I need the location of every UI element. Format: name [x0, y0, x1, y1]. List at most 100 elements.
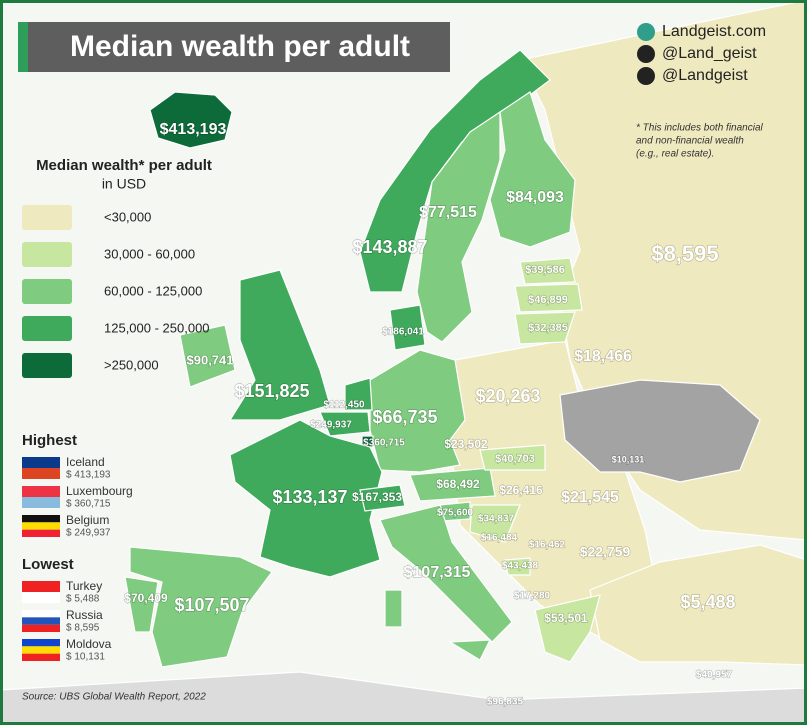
- flag: [22, 486, 60, 497]
- country-value: $66,735: [372, 407, 437, 427]
- country-value: $53,501: [544, 611, 588, 625]
- country-value: $17,280: [514, 591, 551, 602]
- note-line: * This includes both financial: [636, 123, 764, 134]
- country-value: $22,759: [580, 544, 631, 560]
- flag: [22, 624, 60, 632]
- legend-swatch: [22, 316, 72, 341]
- country-value: $167,353: [352, 490, 402, 504]
- country-value: $16,462: [529, 540, 566, 551]
- legend-swatch: [22, 205, 72, 230]
- country-value: $107,507: [174, 595, 249, 615]
- country-value: $112,450: [323, 400, 365, 411]
- country-value: $360,715: [363, 438, 405, 449]
- legend-swatch: [22, 279, 72, 304]
- country-value: $90,741: [187, 352, 234, 367]
- legend-label: 125,000 - 250,000: [104, 320, 210, 335]
- country-value: $16,484: [481, 533, 518, 544]
- country-value: $32,385: [528, 322, 568, 334]
- flag: [22, 639, 60, 647]
- rank-value: $ 360,715: [66, 499, 111, 510]
- rank-country: Moldova: [66, 637, 112, 651]
- country-value: $413,193: [160, 121, 227, 138]
- country-value: $23,502: [444, 437, 488, 451]
- country-value: $46,899: [528, 294, 568, 306]
- legend-swatch: [22, 242, 72, 267]
- country-value: $186,041: [382, 327, 424, 338]
- title: Median wealth per adult: [70, 30, 410, 63]
- country-value: $39,586: [525, 264, 565, 276]
- rank-country: Belgium: [66, 513, 109, 527]
- legend-subtitle: in USD: [102, 176, 146, 192]
- flag: [22, 610, 60, 618]
- rank-value: $ 5,488: [66, 594, 100, 605]
- country-value: $21,545: [561, 489, 619, 506]
- country-value: $249,937: [310, 420, 352, 431]
- country-value: $18,466: [574, 348, 632, 365]
- twitter-icon: [637, 67, 655, 85]
- note-line: and non-financial wealth: [636, 136, 744, 147]
- flag: [22, 617, 60, 625]
- rank-value: $ 10,131: [66, 652, 105, 663]
- country-value: $107,315: [404, 564, 471, 581]
- map-labels: $413,193 $143,887 $77,515 $84,093 $8,595 $39,…: [124, 121, 736, 709]
- rank-country: Turkey: [66, 579, 102, 593]
- instagram-icon: [637, 45, 655, 63]
- social: Landgeist.com @Land_geist @Landgeist: [637, 23, 766, 85]
- rank-country: Luxembourg: [66, 484, 133, 498]
- note-line: (e.g., real estate).: [636, 149, 714, 160]
- title-accent: [18, 22, 28, 72]
- web-icon: [637, 23, 655, 41]
- country-value: $26,416: [499, 483, 543, 497]
- flag: [22, 581, 60, 592]
- rank-value: $ 8,595: [66, 623, 100, 634]
- highest-title: Highest: [22, 432, 77, 449]
- country-value: $10,131: [612, 454, 645, 464]
- flag: [22, 592, 60, 603]
- rank-value: $ 413,193: [66, 470, 111, 481]
- flag: [22, 515, 60, 523]
- country-value: $5,488: [680, 592, 735, 612]
- lowest-title: Lowest: [22, 556, 74, 573]
- country-value: $20,263: [475, 386, 540, 406]
- country-value: $70,409: [124, 591, 168, 605]
- legend-swatch: [22, 353, 72, 378]
- title-background: [18, 22, 450, 72]
- country-value: $68,492: [436, 477, 480, 491]
- country-value: $40,703: [495, 453, 535, 465]
- country-value: $143,887: [352, 237, 427, 257]
- flag: [22, 653, 60, 661]
- legend-label: <30,000: [104, 209, 151, 224]
- country-value: $84,093: [506, 189, 564, 206]
- country-value: $40,957: [696, 670, 733, 681]
- social-link[interactable]: @Landgeist: [662, 67, 748, 84]
- flag: [22, 522, 60, 530]
- country-value: $8,595: [651, 241, 718, 266]
- country-value: $133,137: [272, 487, 347, 507]
- social-link[interactable]: @Land_geist: [662, 45, 757, 62]
- country-value: $151,825: [234, 381, 309, 401]
- flag: [22, 646, 60, 654]
- source: Source: UBS Global Wealth Report, 2022: [22, 692, 206, 703]
- flag: [22, 529, 60, 537]
- rankings: Highest Lowest Iceland$ 413,193 Luxembour…: [22, 432, 133, 663]
- rank-country: Iceland: [66, 455, 105, 469]
- country-value: $77,515: [419, 204, 477, 221]
- legend-label: 30,000 - 60,000: [104, 246, 195, 261]
- title-box: Median wealth per adult: [18, 22, 450, 72]
- legend-title: Median wealth* per adult: [36, 157, 212, 174]
- legend-label: >250,000: [104, 357, 159, 372]
- flag: [22, 497, 60, 508]
- country-value: $34,837: [478, 514, 515, 525]
- rank-value: $ 249,937: [66, 528, 111, 539]
- legend-label: 60,000 - 125,000: [104, 283, 202, 298]
- rank-country: Russia: [66, 608, 103, 622]
- country-value: $75,600: [437, 508, 474, 519]
- country-value: $43,438: [502, 561, 539, 572]
- country-value: $96,835: [487, 697, 524, 708]
- note: * This includes both financial and non-f…: [636, 123, 764, 160]
- flag: [22, 468, 60, 479]
- flag: [22, 457, 60, 468]
- social-link[interactable]: Landgeist.com: [662, 23, 766, 40]
